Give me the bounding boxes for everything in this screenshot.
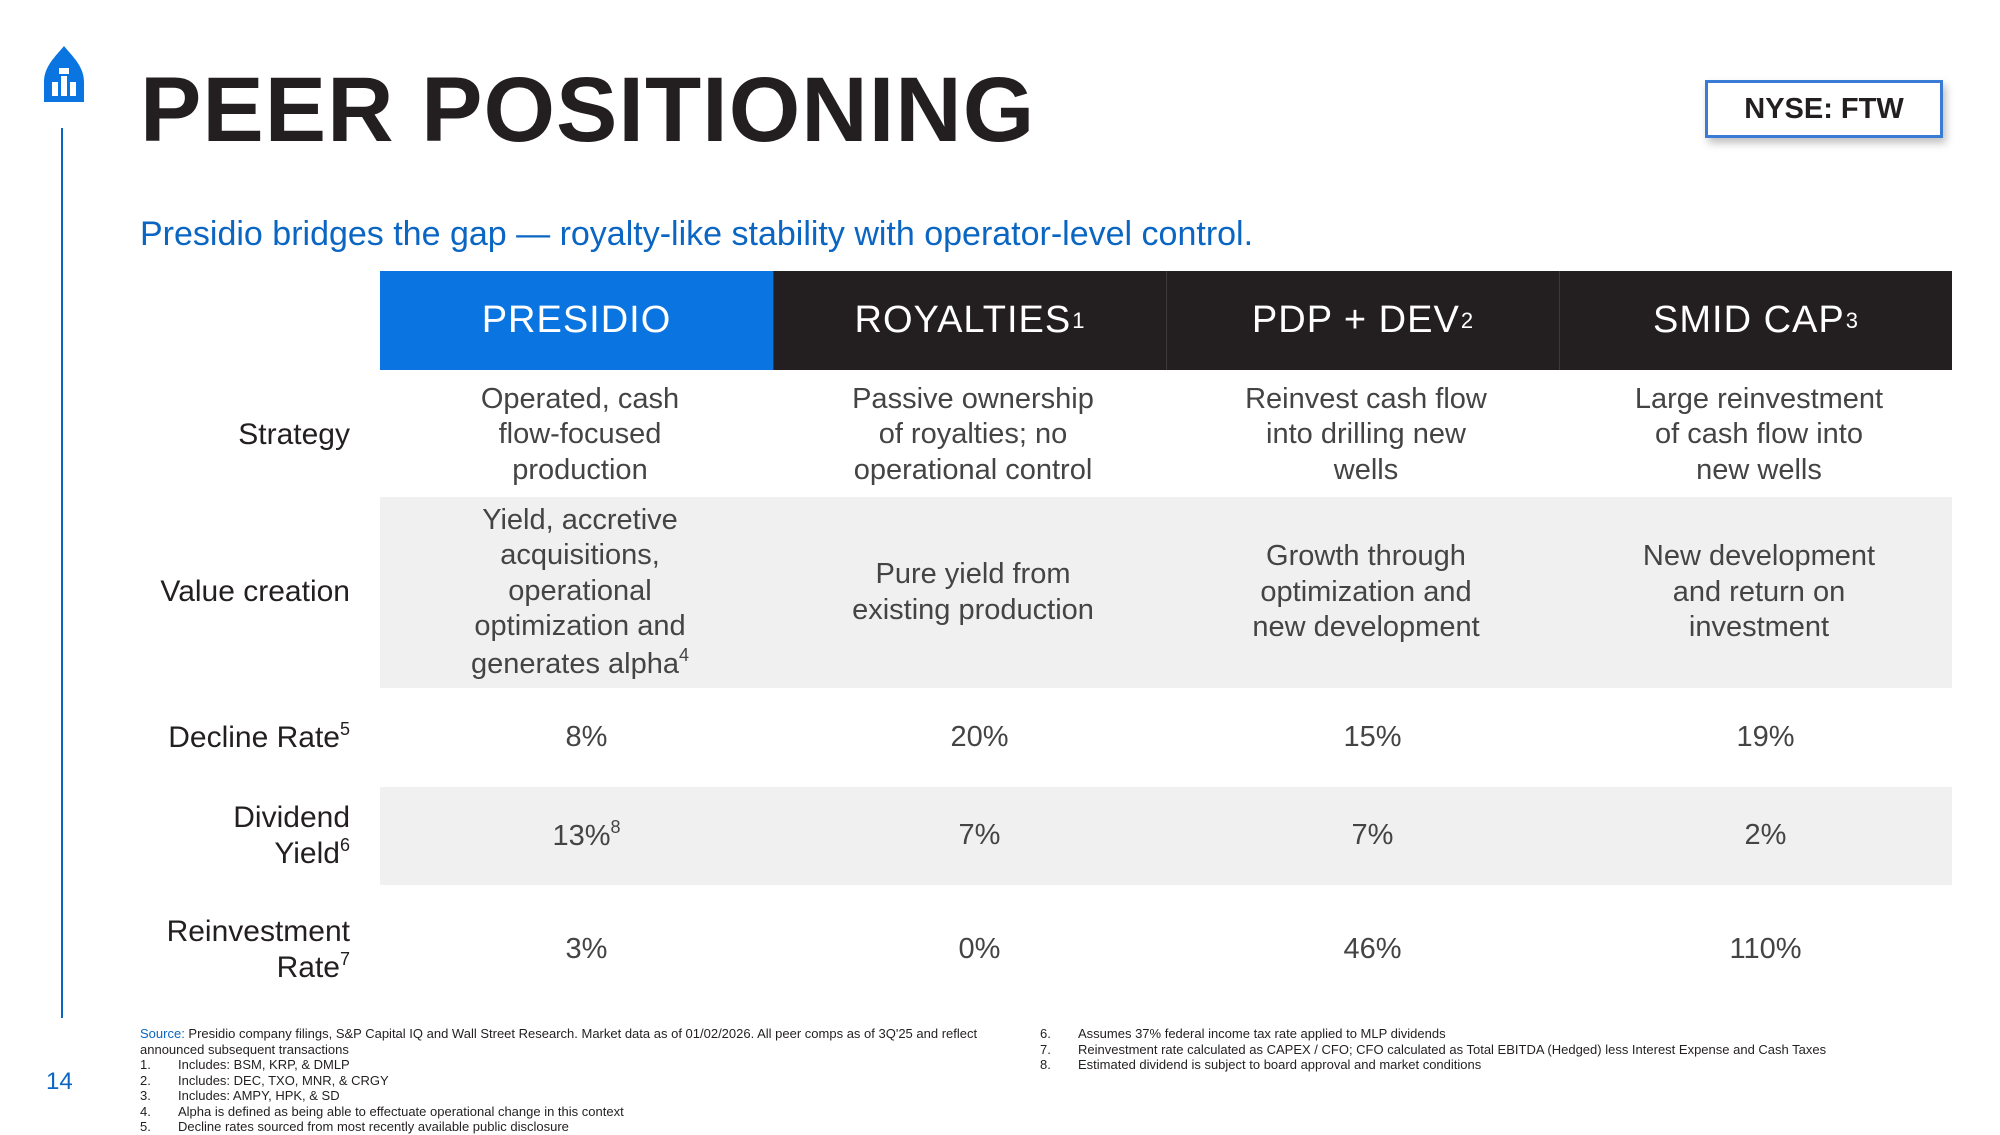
cell-text: 13% xyxy=(552,820,611,853)
footnote-number: 7. xyxy=(1040,1041,1051,1057)
ticker-badge: NYSE: FTW xyxy=(1705,80,1943,138)
table-cell: Pure yield from existing production xyxy=(852,558,1094,626)
source-text: Presidio company filings, S&P Capital IQ… xyxy=(140,1026,978,1057)
column-header-smid-cap: SMID CAP 3 xyxy=(1559,271,1952,370)
table-cell: 7% xyxy=(958,819,1001,852)
footnote-ref: 1 xyxy=(1072,307,1086,333)
table-cell: 46% xyxy=(1343,933,1402,966)
footnote-text: Reinvestment rate calculated as CAPEX / … xyxy=(1078,1041,1827,1057)
company-logo-icon xyxy=(44,46,84,102)
side-rule xyxy=(61,128,63,1018)
column-header-pdp-dev: PDP + DEV 2 xyxy=(1166,271,1559,370)
row-label-text: Decline Rate xyxy=(168,721,340,755)
footnote: 6. Assumes 37% federal income tax rate ap… xyxy=(1040,1026,1960,1042)
table-cell: Operated, cash flow-focused production xyxy=(480,382,680,486)
footnote-ref: 5 xyxy=(339,719,350,740)
footnote: 2. Includes: DEC, TXO, MNR, & CRGY xyxy=(140,1073,1035,1089)
table-cell: Large reinvestment of cash flow into new… xyxy=(1634,382,1884,486)
row-label-text: Reinvestment xyxy=(166,914,350,948)
row-label-reinvestment-rate: Reinvestment Rate7 xyxy=(100,895,350,1005)
footnote-text: Includes: AMPY, HPK, & SD xyxy=(178,1088,340,1103)
row-label-text: Value creation xyxy=(160,575,350,609)
table-cell: 0% xyxy=(958,933,1001,966)
column-header-label: SMID CAP xyxy=(1653,299,1845,341)
table-cell: New development and return on investment xyxy=(1642,540,1876,644)
footnote-number: 5. xyxy=(140,1119,151,1134)
source-note: Source: Presidio company filings, S&P Ca… xyxy=(140,1026,1035,1057)
footnote-ref: 4 xyxy=(678,644,689,665)
footnote: 1. Includes: BSM, KRP, & DMLP xyxy=(140,1057,1035,1073)
footnote: 4. Alpha is defined as being able to effe… xyxy=(140,1104,1035,1120)
row-label-strategy: Strategy xyxy=(100,373,350,497)
footnote-text: Includes: BSM, KRP, & DMLP xyxy=(178,1057,350,1072)
row-label-text: Strategy xyxy=(238,417,350,451)
page-number: 14 xyxy=(46,1068,73,1095)
footnote-text: Estimated dividend is subject to board a… xyxy=(1078,1057,1482,1072)
footnote: 5. Decline rates sourced from most recent… xyxy=(140,1119,1035,1135)
table-cell: 13%8 xyxy=(380,787,793,885)
page-title: PEER POSITIONING xyxy=(140,59,1036,161)
footnote-ref: 2 xyxy=(1460,307,1475,333)
source-label: Source: xyxy=(140,1026,185,1041)
row-label-text: Yield xyxy=(274,837,340,870)
row-label-text: Rate xyxy=(276,951,340,984)
footnotes-left: Source: Presidio company filings, S&P Ca… xyxy=(140,1026,1035,1135)
row-band-dividend-yield xyxy=(380,787,1952,885)
footnote: 7. Reinvestment rate calculated as CAPEX … xyxy=(1040,1042,1960,1058)
column-header-presidio: PRESIDIO xyxy=(380,271,773,370)
table-cell: 7% xyxy=(1351,819,1394,852)
table-cell: 3% xyxy=(565,933,608,966)
footnote: 8. Estimated dividend is subject to board… xyxy=(1040,1057,1960,1073)
column-header-label: ROYALTIES xyxy=(854,299,1072,341)
footnote-ref: 6 xyxy=(339,835,350,855)
footnote-ref: 7 xyxy=(339,949,350,969)
table-cell: Growth through optimization and new deve… xyxy=(1252,540,1480,644)
table-cell: 20% xyxy=(950,720,1009,753)
footnote-number: 1. xyxy=(140,1057,151,1072)
footnote-number: 8. xyxy=(1040,1057,1051,1072)
footnote-ref: 3 xyxy=(1845,307,1859,333)
footnote-text: Decline rates sourced from most recently… xyxy=(178,1119,569,1134)
row-label-value-creation: Value creation xyxy=(100,497,350,688)
table-cell: 8% xyxy=(565,720,608,753)
row-label-decline-rate: Decline Rate5 xyxy=(100,688,350,787)
column-header-label: PDP + DEV xyxy=(1251,299,1460,341)
table-cell: 110% xyxy=(1729,933,1802,966)
footnote-number: 2. xyxy=(140,1072,151,1088)
table-cell: 15% xyxy=(1343,720,1402,753)
footnote-text: Alpha is defined as being able to effect… xyxy=(178,1103,624,1119)
column-header-royalties: ROYALTIES 1 xyxy=(773,271,1166,370)
footnote-number: 3. xyxy=(140,1088,151,1103)
row-band-value-creation xyxy=(380,497,1952,688)
page-subtitle: Presidio bridges the gap — royalty-like … xyxy=(140,215,1254,253)
table-cell: 2% xyxy=(1744,819,1787,852)
column-header-label: PRESIDIO xyxy=(481,299,672,341)
row-label-text: Dividend xyxy=(233,800,350,834)
footnote-text: Includes: DEC, TXO, MNR, & CRGY xyxy=(178,1072,389,1088)
footnote: 3. Includes: AMPY, HPK, & SD xyxy=(140,1088,1035,1104)
footnote-text: Assumes 37% federal income tax rate appl… xyxy=(1078,1026,1446,1041)
table-cell: 19% xyxy=(1736,720,1795,753)
footnotes-right: 6. Assumes 37% federal income tax rate ap… xyxy=(1040,1026,1960,1073)
cell-text: Yield, accretive acquisitions, operation… xyxy=(470,504,686,680)
footnote-number: 4. xyxy=(140,1103,151,1119)
table-cell: Yield, accretive acquisitions, operation… xyxy=(380,497,780,688)
footnote-ref: 8 xyxy=(610,817,621,838)
table-cell: Reinvest cash flow into drilling new wel… xyxy=(1245,382,1487,486)
footnote-number: 6. xyxy=(1040,1026,1051,1041)
row-label-dividend-yield: Dividend Yield6 xyxy=(100,787,350,885)
table-cell: Passive ownership of royalties; no opera… xyxy=(852,382,1094,486)
